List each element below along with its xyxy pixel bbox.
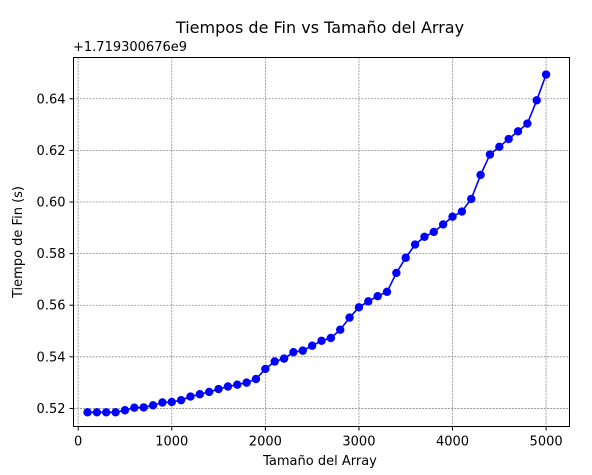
y-tick-label: 0.60 bbox=[37, 196, 66, 211]
grid-layer bbox=[73, 57, 570, 427]
data-point bbox=[242, 378, 251, 387]
x-tick-label: 1000 bbox=[155, 435, 188, 450]
y-tick-label: 0.64 bbox=[37, 92, 66, 107]
x-tick-label: 0 bbox=[74, 435, 82, 450]
data-point bbox=[102, 408, 111, 417]
y-tick-label: 0.62 bbox=[37, 144, 66, 159]
data-point bbox=[130, 403, 139, 412]
data-point bbox=[317, 336, 326, 346]
data-point bbox=[476, 170, 485, 180]
series-layer bbox=[83, 70, 551, 417]
y-tick-label: 0.52 bbox=[37, 402, 66, 417]
data-point bbox=[195, 390, 205, 399]
data-point bbox=[354, 303, 364, 312]
data-point bbox=[438, 220, 448, 229]
data-point bbox=[251, 374, 261, 384]
y-tick-label: 0.58 bbox=[37, 247, 66, 262]
data-point bbox=[83, 408, 92, 417]
data-point bbox=[279, 354, 289, 363]
data-point bbox=[401, 253, 410, 262]
data-point bbox=[298, 346, 307, 355]
data-point bbox=[336, 325, 345, 334]
data-point bbox=[495, 142, 504, 151]
data-point bbox=[148, 401, 158, 410]
y-axis-label: Tiempo de Fin (s) bbox=[11, 186, 26, 299]
y-tick-label: 0.56 bbox=[37, 299, 66, 314]
x-axis-label: Tamaño del Array bbox=[262, 454, 377, 469]
x-tick-label: 4000 bbox=[436, 435, 469, 450]
data-point bbox=[513, 127, 523, 136]
data-point bbox=[233, 380, 242, 389]
data-point bbox=[392, 268, 401, 278]
plot-frame bbox=[73, 57, 570, 427]
data-point bbox=[204, 387, 214, 397]
x-tick-label: 5000 bbox=[530, 435, 563, 450]
data-point bbox=[448, 212, 457, 221]
x-tick-label: 3000 bbox=[342, 435, 375, 450]
data-point bbox=[214, 384, 223, 394]
data-point bbox=[111, 408, 120, 417]
data-point bbox=[420, 232, 429, 242]
data-point bbox=[186, 392, 195, 401]
data-point bbox=[289, 347, 298, 357]
data-point bbox=[167, 397, 176, 407]
data-point bbox=[158, 398, 167, 407]
data-point bbox=[373, 291, 382, 301]
data-point bbox=[326, 333, 336, 343]
data-point bbox=[457, 207, 467, 216]
data-point bbox=[467, 194, 476, 204]
series-line bbox=[87, 74, 547, 414]
x-tick-label: 2000 bbox=[249, 435, 282, 450]
data-point bbox=[382, 287, 392, 297]
data-point bbox=[523, 119, 532, 128]
data-point bbox=[410, 240, 420, 249]
data-point bbox=[345, 313, 354, 322]
data-point bbox=[92, 408, 102, 417]
y-offset-label: +1.719300676e9 bbox=[73, 40, 187, 55]
data-point bbox=[504, 134, 513, 144]
data-point bbox=[139, 403, 148, 412]
data-point bbox=[541, 70, 551, 79]
data-point bbox=[429, 227, 439, 237]
data-point bbox=[364, 297, 373, 306]
data-point bbox=[270, 357, 279, 366]
data-point bbox=[307, 341, 317, 350]
y-tick-label: 0.54 bbox=[37, 350, 66, 365]
data-point bbox=[120, 406, 130, 415]
data-point bbox=[223, 382, 233, 391]
data-point bbox=[485, 150, 495, 159]
chart-title: Tiempos de Fin vs Tamaño del Array bbox=[175, 18, 464, 37]
data-point bbox=[176, 395, 186, 405]
ticks-layer: 0 1000 2000 3000 4000 5000 0.52 0.54 0.56 0.58 0.6… bbox=[37, 92, 563, 449]
data-point bbox=[261, 364, 270, 374]
data-point bbox=[532, 96, 541, 105]
